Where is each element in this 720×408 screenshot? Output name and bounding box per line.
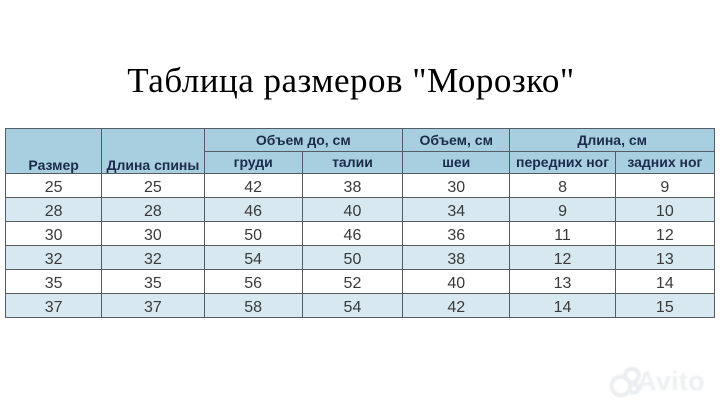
svg-text:Avito: Avito — [637, 366, 705, 396]
